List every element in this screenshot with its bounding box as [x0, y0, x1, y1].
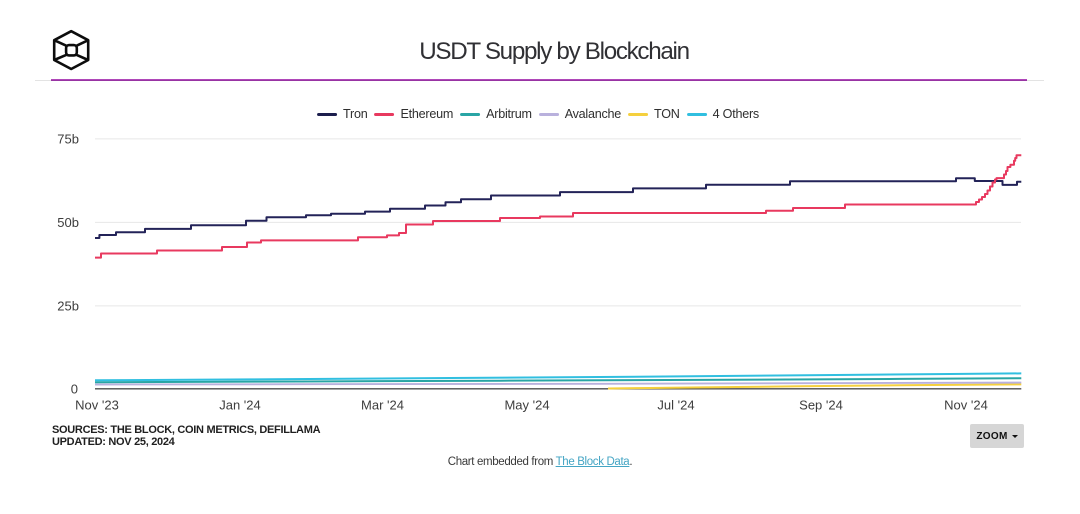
svg-text:Nov '24: Nov '24 [944, 398, 988, 413]
svg-text:75b: 75b [57, 131, 79, 146]
svg-text:Jul '24: Jul '24 [657, 398, 694, 413]
svg-text:Mar '24: Mar '24 [361, 398, 404, 413]
svg-text:Sep '24: Sep '24 [799, 398, 843, 413]
svg-text:Nov '23: Nov '23 [75, 398, 119, 413]
svg-text:25b: 25b [57, 298, 79, 313]
svg-text:50b: 50b [57, 215, 79, 230]
svg-text:Jan '24: Jan '24 [219, 398, 261, 413]
svg-text:May '24: May '24 [504, 398, 549, 413]
svg-text:0: 0 [71, 381, 78, 396]
